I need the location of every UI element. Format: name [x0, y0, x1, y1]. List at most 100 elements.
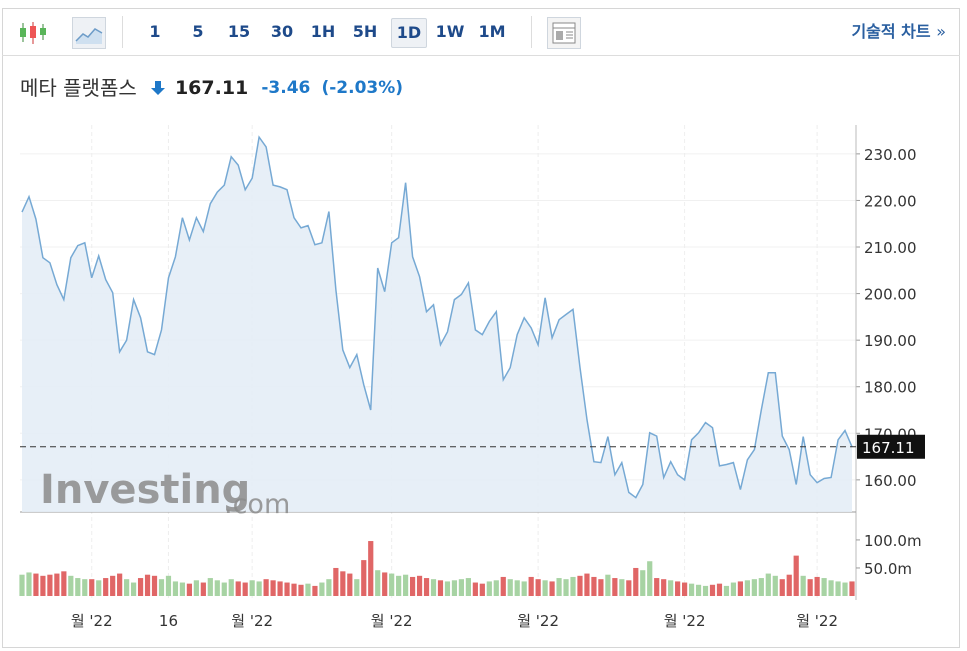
volume-bar [61, 571, 67, 596]
interval-button[interactable]: 30 [270, 22, 294, 41]
volume-bar [800, 575, 806, 596]
volume-bar [375, 570, 381, 596]
volume-bar [682, 582, 688, 596]
link-arrow[interactable]: » [936, 22, 946, 41]
volume-bar [514, 580, 520, 596]
interval-button[interactable]: 5H [352, 22, 378, 41]
volume-bar [158, 579, 165, 596]
volume-bar [186, 583, 192, 596]
volume-bar [619, 579, 625, 596]
volume-bar [570, 576, 576, 596]
volume-bar [361, 560, 367, 596]
interval-button[interactable]: 1D [391, 18, 427, 48]
y-tick-label: 230.00 [864, 146, 917, 164]
volume-bar [772, 575, 778, 596]
interval-button[interactable]: 1H [310, 22, 336, 41]
watermark-suffix: .com [224, 489, 290, 520]
volume-bar [647, 561, 653, 596]
volume-bar [409, 576, 416, 596]
volume-bar [626, 580, 632, 596]
instrument-name: 메타 플랫폼스 [20, 75, 137, 100]
volume-bar [737, 581, 744, 596]
volume-bar [479, 583, 485, 596]
volume-bar [577, 575, 583, 596]
volume-bar [423, 578, 430, 596]
volume-bar [382, 572, 388, 596]
interval-button[interactable]: 5 [192, 22, 204, 41]
volume-bar [842, 582, 848, 596]
y-tick-label: 160.00 [864, 472, 917, 490]
volume-bar [354, 579, 360, 596]
volume-bar [849, 581, 855, 596]
volume-bar [179, 582, 186, 596]
volume-bar [165, 575, 172, 596]
volume-bar [430, 579, 437, 596]
volume-bar [54, 573, 60, 596]
toolbar: 1 5 15 30 1H 5H 1D 1W 1M 기술적 차트 » [2, 8, 960, 56]
volume-bar [472, 582, 478, 596]
x-tick-label: 월 '22 [517, 612, 559, 630]
volume-bar [640, 570, 646, 596]
y-tick-label: 210.00 [864, 239, 917, 257]
volume-bar [821, 578, 827, 596]
y-tick-label: 200.00 [864, 286, 917, 304]
volume-bar [661, 579, 667, 596]
technical-chart-link[interactable]: 기술적 차트 » [851, 18, 946, 46]
y-tick-label: 220.00 [864, 192, 917, 210]
layout-icon[interactable] [547, 17, 581, 49]
interval-button[interactable]: 1M [478, 22, 506, 41]
volume-bar [389, 573, 395, 596]
volume-bar [284, 582, 290, 596]
volume-bar [765, 573, 771, 596]
volume-bar [277, 581, 283, 596]
volume-bar [556, 578, 562, 596]
volume-bar [249, 580, 255, 596]
volume-bar [137, 578, 144, 596]
separator [122, 16, 123, 48]
volume-bar [584, 573, 590, 596]
volume-bar [89, 579, 95, 596]
volume-bar [549, 581, 555, 596]
volume-bar [26, 572, 32, 596]
line-icon[interactable] [72, 17, 106, 49]
volume-bar [702, 585, 709, 596]
frame [2, 8, 960, 648]
y-tick-label: 100.0m [864, 532, 922, 550]
volume-bar [779, 579, 785, 596]
volume-bar [835, 581, 841, 596]
interval-button[interactable]: 1 [149, 22, 161, 41]
link-text[interactable]: 기술적 차트 [851, 22, 931, 41]
interval-button[interactable]: 1W [435, 22, 465, 41]
quote: 메타 플랫폼스 167.11 -3.46 (-2.03%) [20, 72, 403, 102]
volume-bar [465, 578, 471, 596]
volume-bar [298, 584, 304, 596]
volume-bar [130, 582, 137, 596]
volume-bar [786, 574, 792, 596]
volume-bar [486, 581, 492, 596]
volume-bar [542, 580, 548, 596]
price-area [22, 137, 852, 512]
candle-icon[interactable] [18, 20, 48, 46]
volume-bar [793, 555, 799, 596]
volume-bar [493, 580, 499, 596]
volume-bar [500, 576, 506, 596]
x-tick-label: 월 '22 [71, 612, 113, 630]
volume-bar [716, 583, 723, 596]
volume-bar [340, 571, 346, 596]
volume-bar [68, 575, 74, 596]
volume-bar [103, 578, 109, 596]
volume-bar [744, 580, 750, 596]
volume-bar [333, 567, 339, 596]
volume-bar [347, 573, 353, 596]
change: -3.46 [261, 77, 311, 98]
volume-bar [528, 576, 534, 596]
volume-bar [709, 584, 716, 596]
volume-bar [19, 574, 25, 596]
volume-bar [270, 580, 276, 596]
y-tick-label: 180.00 [864, 379, 917, 397]
volume-bar [751, 579, 757, 596]
volume-bar [200, 582, 206, 596]
interval-button[interactable]: 15 [227, 22, 251, 41]
volume-bar [110, 575, 116, 596]
